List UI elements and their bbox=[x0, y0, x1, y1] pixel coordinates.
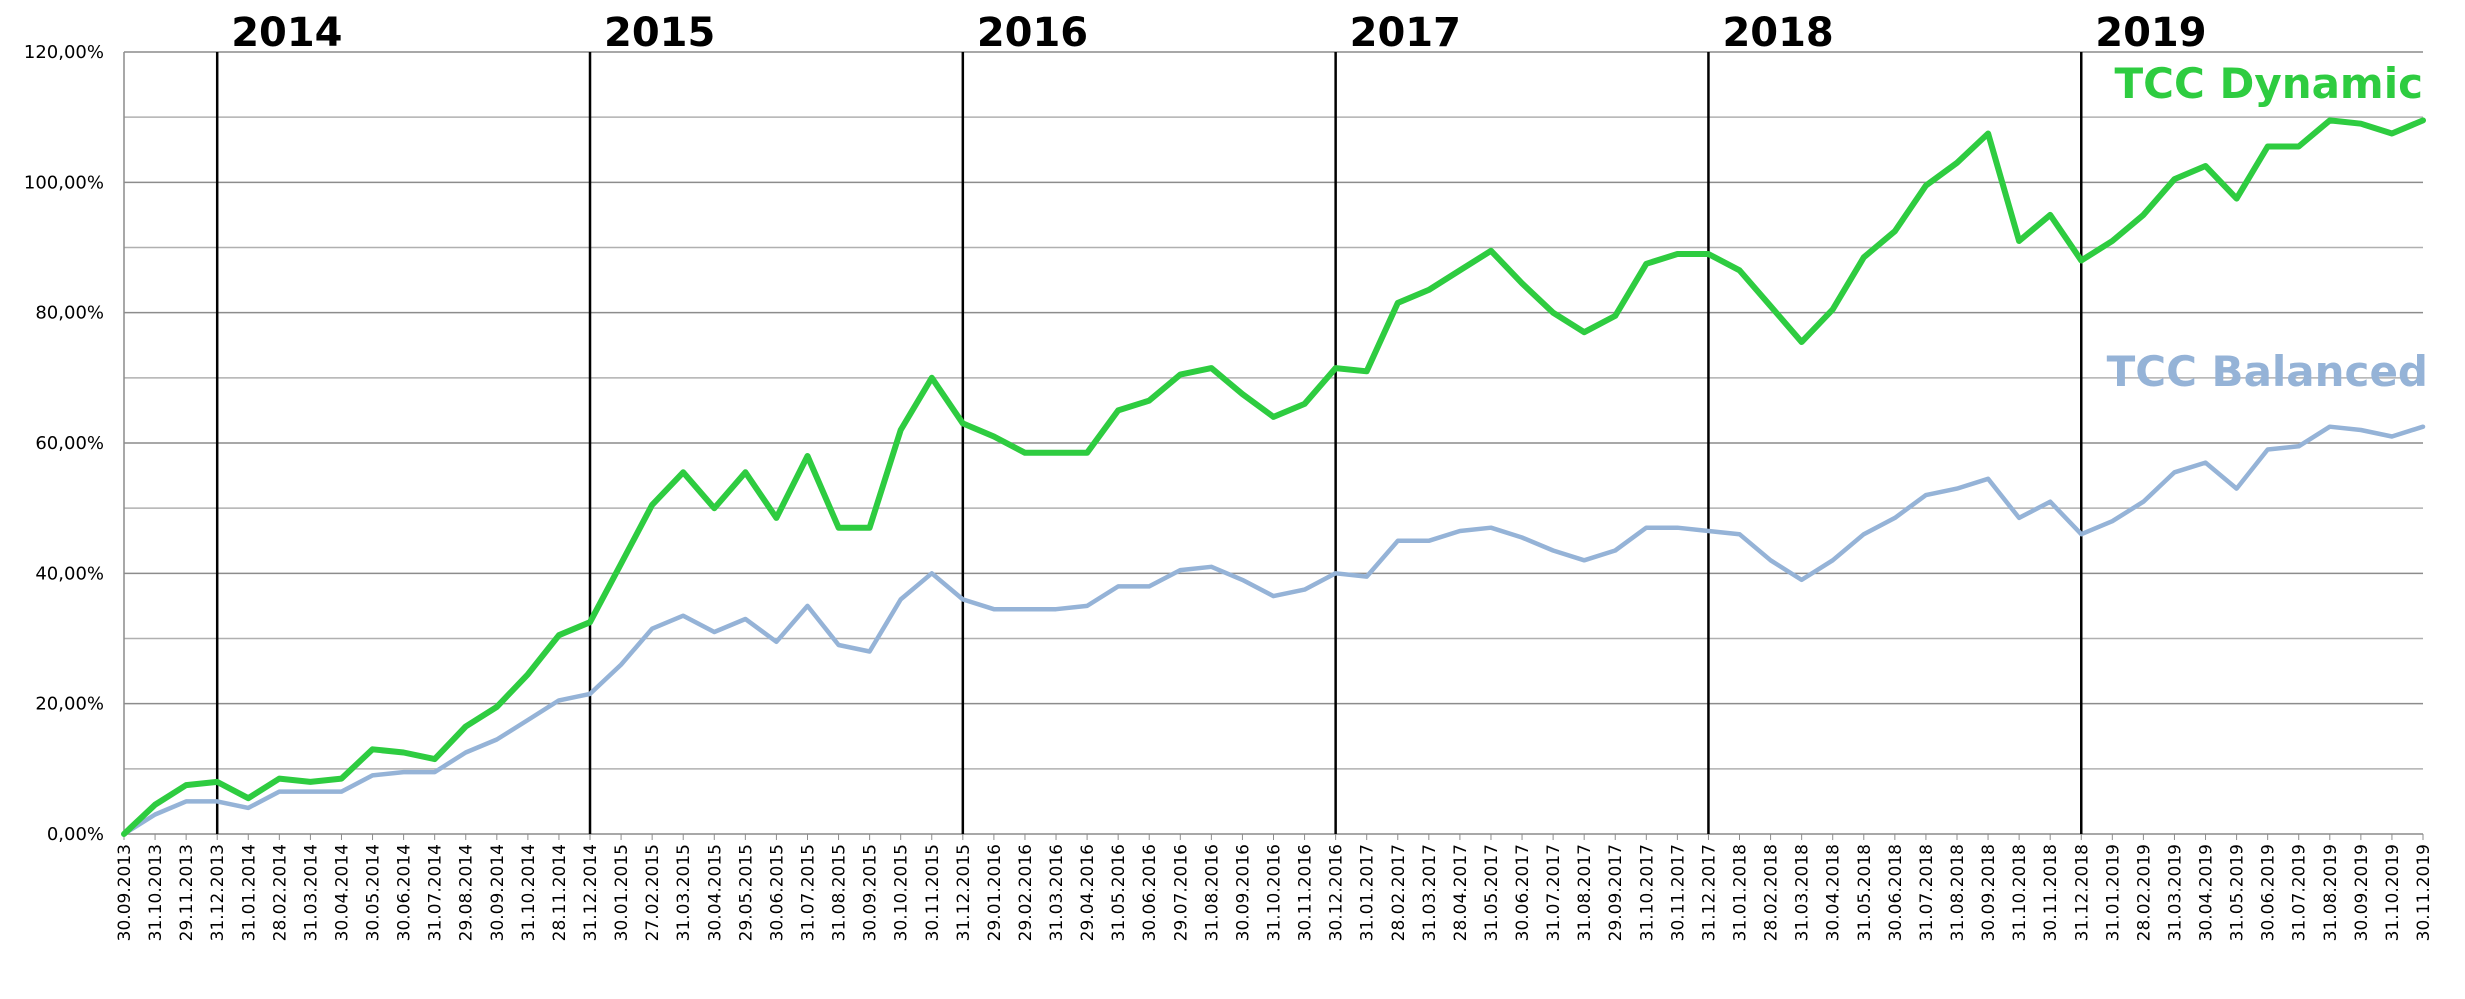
x-axis-ticks: 30.09.2013 31.10.2013 29.11.2013 31.12.2013… bbox=[115, 844, 2434, 941]
x-tick-label: 30.06.2016 bbox=[1140, 844, 1160, 941]
x-tick-label: 30.12.2016 bbox=[1327, 844, 1347, 941]
year-label: 2018 bbox=[1722, 10, 1833, 56]
x-tick-label: 30.10.2015 bbox=[892, 844, 912, 941]
x-tick-label: 31.07.2019 bbox=[2290, 844, 2310, 941]
x-tick-label: 31.01.2017 bbox=[1358, 844, 1378, 941]
x-tick-label: 31.03.2015 bbox=[674, 844, 694, 941]
x-tick-label: 31.01.2019 bbox=[2103, 844, 2123, 941]
year-label: 2014 bbox=[231, 10, 342, 56]
x-tick-label: 30.05.2014 bbox=[364, 844, 384, 941]
x-tick-label: 28.02.2018 bbox=[1762, 844, 1782, 941]
x-tick-label: 29.02.2016 bbox=[1016, 844, 1036, 941]
x-tick-label: 27.02.2015 bbox=[643, 844, 663, 941]
x-tick-label: 31.12.2018 bbox=[2072, 844, 2092, 941]
x-tick-label: 31.07.2014 bbox=[426, 844, 446, 941]
x-tick-label: 29.07.2016 bbox=[1171, 844, 1191, 941]
x-tick-label: 30.06.2018 bbox=[1886, 844, 1906, 941]
x-tick-label: 28.11.2014 bbox=[550, 844, 570, 941]
x-tick-label: 30.04.2018 bbox=[1824, 844, 1844, 941]
x-tick-label: 31.08.2018 bbox=[1948, 844, 1968, 941]
year-label: 2019 bbox=[2095, 10, 2206, 56]
x-tick-label: 31.12.2015 bbox=[954, 844, 974, 941]
x-tick-label: 28.02.2019 bbox=[2134, 844, 2154, 941]
x-tick-label: 30.11.2017 bbox=[1668, 844, 1688, 941]
x-tick-label: 30.06.2014 bbox=[395, 844, 415, 941]
x-tick-label: 30.04.2019 bbox=[2197, 844, 2217, 941]
x-tick-label: 31.10.2013 bbox=[146, 844, 166, 941]
x-tick-label: 31.05.2017 bbox=[1482, 844, 1502, 941]
y-tick-label: 40,00% bbox=[35, 563, 104, 584]
x-tick-label: 31.03.2019 bbox=[2165, 844, 2185, 941]
x-tick-label: 31.07.2015 bbox=[798, 844, 818, 941]
year-label: 2015 bbox=[604, 10, 715, 56]
year-label: 2017 bbox=[1350, 10, 1461, 56]
x-tick-label: 31.08.2015 bbox=[830, 844, 850, 941]
x-tick-label: 29.08.2014 bbox=[457, 844, 477, 941]
x-tick-label: 31.12.2013 bbox=[208, 844, 228, 941]
x-tick-label: 30.01.2015 bbox=[612, 844, 632, 941]
x-tick-label: 28.04.2017 bbox=[1451, 844, 1471, 941]
x-tick-label: 31.01.2014 bbox=[239, 844, 259, 941]
series-label-tcc-dynamic: TCC Dynamic bbox=[2115, 59, 2423, 108]
x-tick-label: 28.02.2014 bbox=[270, 844, 290, 941]
x-tick-label: 30.11.2016 bbox=[1296, 844, 1316, 941]
x-tick-label: 31.05.2018 bbox=[1855, 844, 1875, 941]
x-tick-label: 30.04.2015 bbox=[705, 844, 725, 941]
y-tick-label: 120,00% bbox=[24, 42, 104, 63]
x-tick-label: 30.09.2015 bbox=[861, 844, 881, 941]
x-tick-label: 31.10.2018 bbox=[2010, 844, 2030, 941]
x-tick-label: 31.08.2017 bbox=[1575, 844, 1595, 941]
x-tick-label: 31.01.2018 bbox=[1731, 844, 1751, 941]
x-tick-label: 31.10.2014 bbox=[519, 844, 539, 941]
x-tick-label: 30.06.2015 bbox=[767, 844, 787, 941]
x-tick-label: 31.05.2016 bbox=[1109, 844, 1129, 941]
y-tick-label: 60,00% bbox=[35, 433, 104, 454]
x-tick-label: 31.03.2016 bbox=[1047, 844, 1067, 941]
x-tick-label: 31.10.2016 bbox=[1265, 844, 1285, 941]
x-tick-label: 29.04.2016 bbox=[1078, 844, 1098, 941]
y-tick-label: 20,00% bbox=[35, 694, 104, 715]
x-tick-label: 30.09.2016 bbox=[1233, 844, 1253, 941]
x-tick-label: 29.05.2015 bbox=[736, 844, 756, 941]
x-tick-label: 30.09.2018 bbox=[1979, 844, 1999, 941]
y-tick-label: 80,00% bbox=[35, 303, 104, 324]
x-tick-label: 31.05.2019 bbox=[2228, 844, 2248, 941]
y-tick-label: 100,00% bbox=[24, 172, 104, 193]
x-tick-label: 31.03.2014 bbox=[301, 844, 321, 941]
x-tick-label: 28.02.2017 bbox=[1389, 844, 1409, 941]
x-tick-label: 30.11.2015 bbox=[923, 844, 943, 941]
year-label: 2016 bbox=[977, 10, 1088, 56]
x-tick-label: 31.12.2017 bbox=[1699, 844, 1719, 941]
x-tick-label: 31.07.2018 bbox=[1917, 844, 1937, 941]
x-tick-label: 30.09.2013 bbox=[115, 844, 135, 941]
x-tick-label: 29.09.2017 bbox=[1606, 844, 1626, 941]
x-tick-label: 31.12.2014 bbox=[581, 844, 601, 941]
x-tick-label: 31.10.2017 bbox=[1637, 844, 1657, 941]
series-label-tcc-balanced: TCC Balanced bbox=[2107, 347, 2428, 396]
x-tick-label: 31.07.2017 bbox=[1544, 844, 1564, 941]
x-tick-label: 30.06.2019 bbox=[2259, 844, 2279, 941]
x-tick-label: 30.04.2014 bbox=[332, 844, 352, 941]
x-tick-label: 29.11.2013 bbox=[177, 844, 197, 941]
x-tick-label: 31.08.2016 bbox=[1202, 844, 1222, 941]
x-tick-label: 30.11.2019 bbox=[2414, 844, 2434, 941]
x-tick-label: 29.01.2016 bbox=[985, 844, 1005, 941]
x-tick-label: 30.06.2017 bbox=[1513, 844, 1533, 941]
x-tick-label: 30.09.2019 bbox=[2352, 844, 2372, 941]
y-tick-label: 0,00% bbox=[47, 824, 104, 845]
x-tick-label: 31.03.2017 bbox=[1420, 844, 1440, 941]
x-tick-label: 30.11.2018 bbox=[2041, 844, 2061, 941]
x-tick-label: 31.08.2019 bbox=[2321, 844, 2341, 941]
x-tick-label: 31.10.2019 bbox=[2383, 844, 2403, 941]
x-tick-label: 31.03.2018 bbox=[1793, 844, 1813, 941]
x-tick-label: 30.09.2014 bbox=[488, 844, 508, 941]
